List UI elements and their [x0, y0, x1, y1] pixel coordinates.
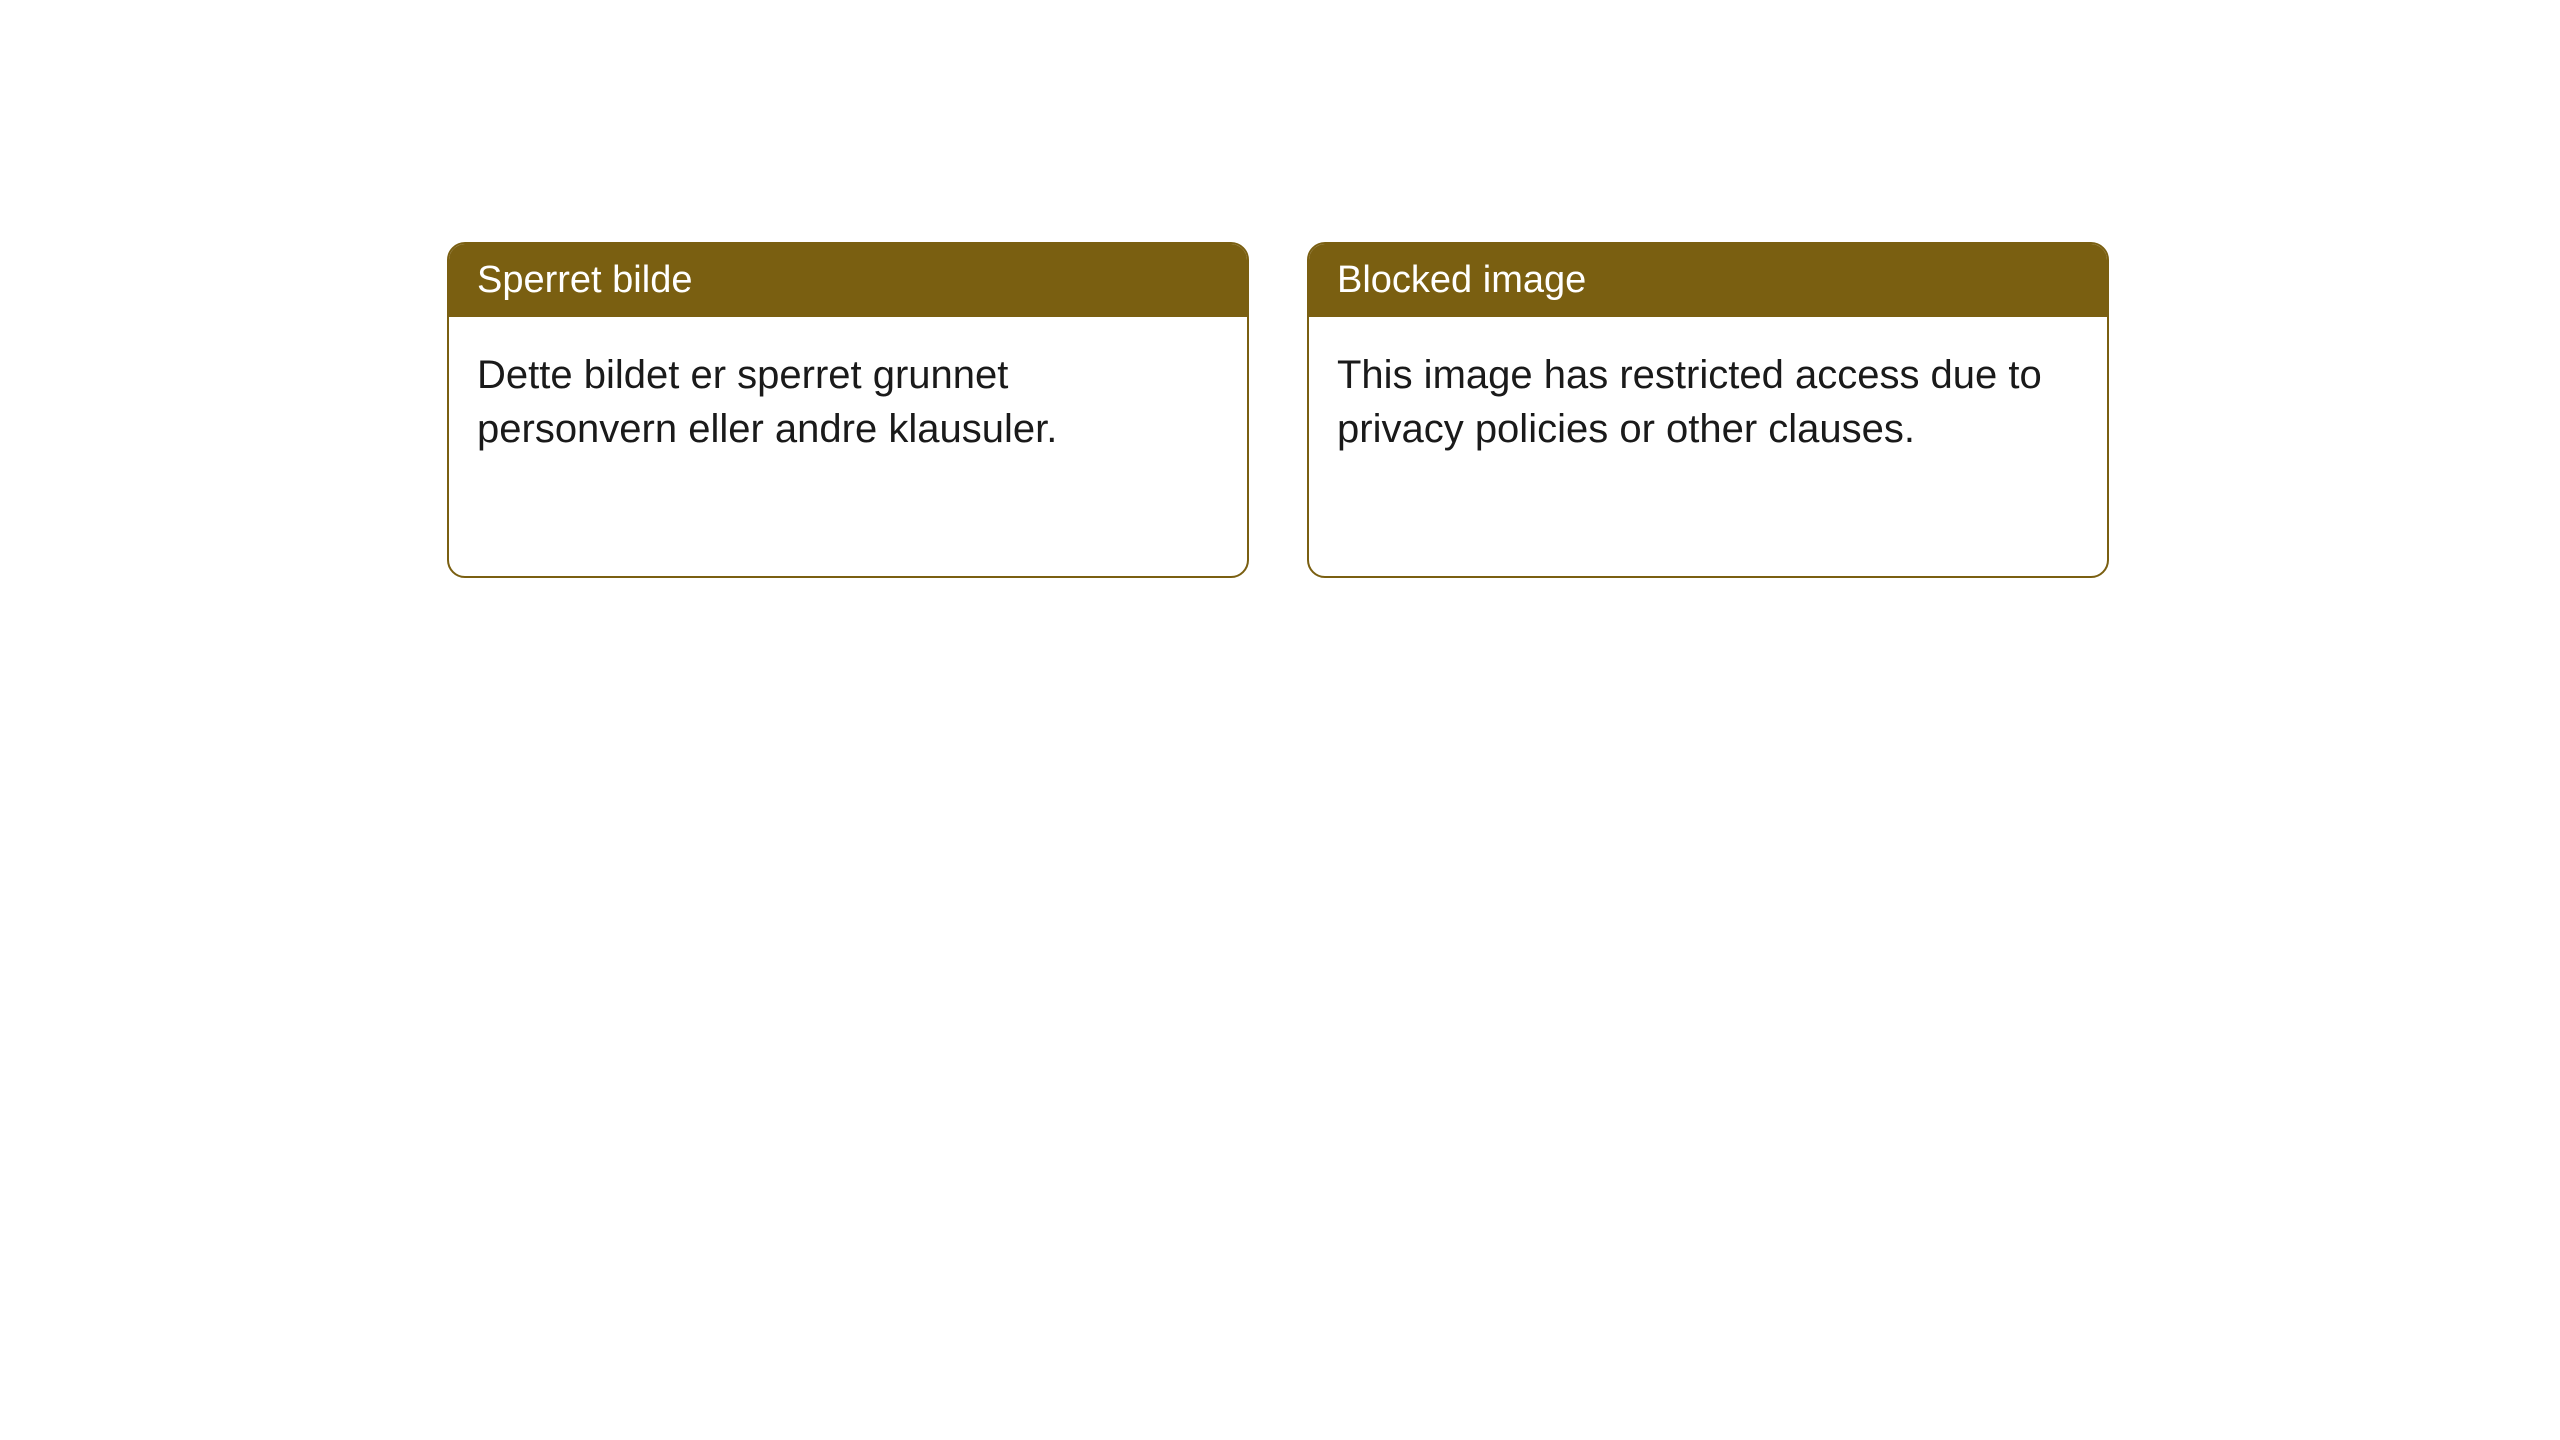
card-body-text: Dette bildet er sperret grunnet personve… — [477, 353, 1057, 450]
notice-card-norwegian: Sperret bilde Dette bildet er sperret gr… — [447, 242, 1249, 578]
card-body: This image has restricted access due to … — [1309, 317, 2107, 487]
card-title: Blocked image — [1337, 259, 1586, 301]
card-body: Dette bildet er sperret grunnet personve… — [449, 317, 1247, 487]
notice-card-english: Blocked image This image has restricted … — [1307, 242, 2109, 578]
notice-cards-container: Sperret bilde Dette bildet er sperret gr… — [447, 242, 2109, 578]
card-body-text: This image has restricted access due to … — [1337, 353, 2042, 450]
card-header: Sperret bilde — [449, 244, 1247, 317]
card-title: Sperret bilde — [477, 259, 692, 301]
card-header: Blocked image — [1309, 244, 2107, 317]
